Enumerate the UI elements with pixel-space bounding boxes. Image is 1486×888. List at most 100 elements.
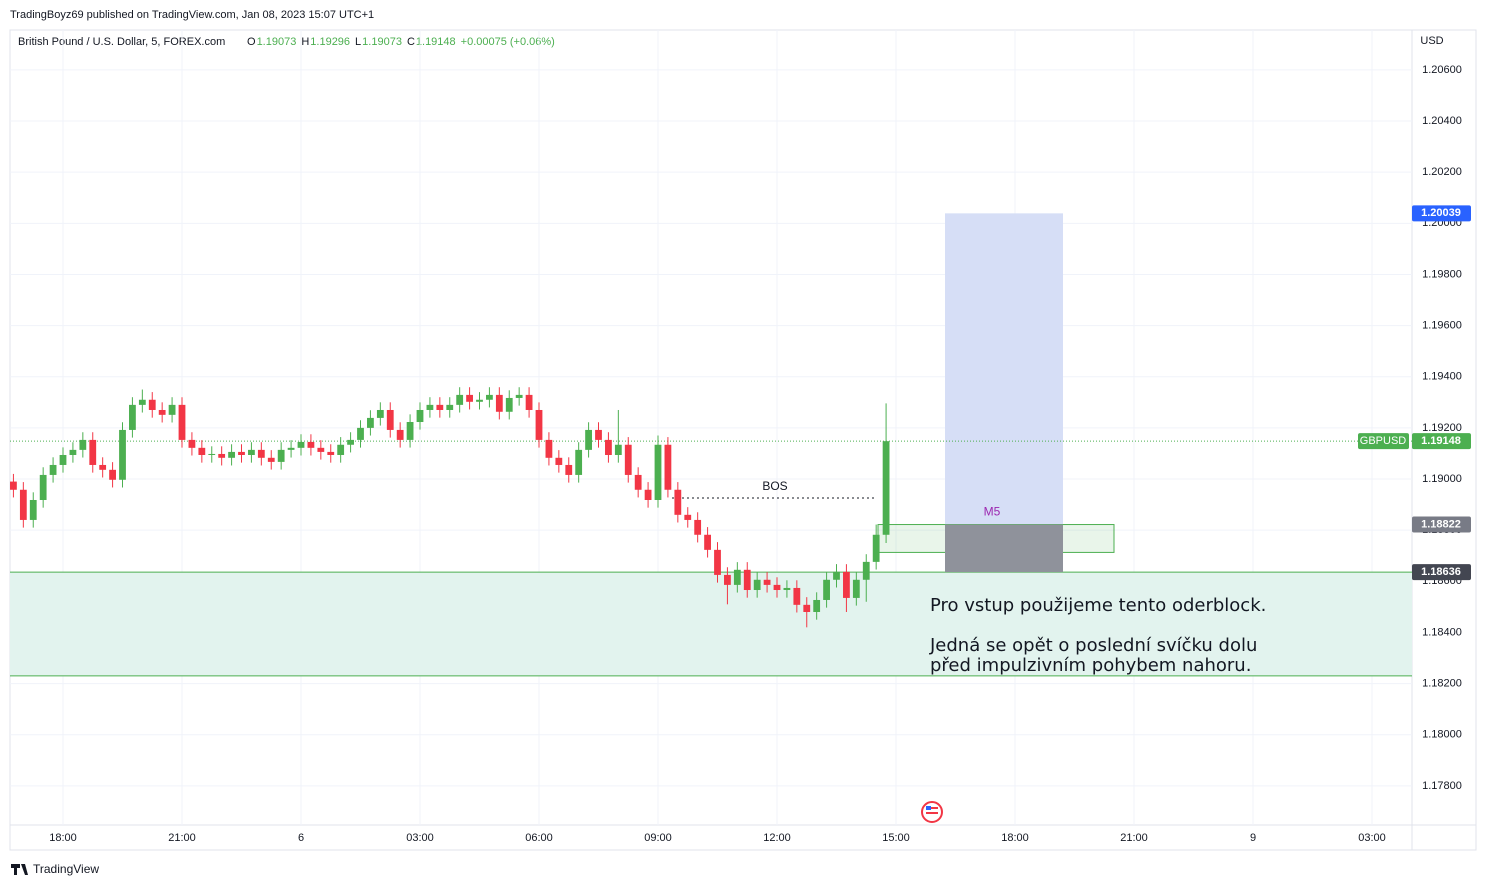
candle-body	[823, 579, 830, 600]
candle-body	[456, 394, 464, 405]
candle-body	[188, 439, 196, 448]
candle-body	[198, 447, 206, 455]
candle-body	[59, 454, 67, 465]
brand: TradingView	[33, 862, 99, 876]
symbol-label: GBPUSD	[1360, 435, 1407, 447]
candle-body	[545, 439, 553, 458]
ohlc-key: H	[301, 36, 309, 48]
ohlc-key: O	[247, 36, 256, 48]
candle-body	[644, 489, 652, 500]
candle-body	[535, 409, 543, 440]
chart-title: British Pound / U.S. Dollar, 5, FOREX.co…	[18, 36, 225, 48]
x-tick-label: 03:00	[406, 832, 434, 844]
candle-body	[367, 417, 374, 428]
entry-price-label-box	[1412, 516, 1471, 533]
candle-body	[833, 571, 840, 580]
candle-body	[585, 429, 592, 450]
y-tick-label: 1.20400	[1422, 115, 1462, 127]
candle-body	[248, 449, 255, 455]
candle-body	[505, 397, 513, 412]
brand-logo: TradingView	[11, 862, 99, 876]
candle-body	[119, 429, 126, 480]
candle-body	[852, 579, 860, 598]
flag-icon	[921, 801, 943, 823]
candle-body	[763, 579, 771, 585]
candle-body	[416, 409, 424, 423]
candle-body	[783, 587, 791, 591]
candle-body	[803, 604, 811, 612]
x-tick-label: 09:00	[644, 832, 672, 844]
candle-body	[813, 599, 821, 612]
candle-body	[694, 519, 702, 535]
candle-body	[595, 429, 602, 440]
grid	[10, 30, 1412, 825]
entry-price-label: 1.18822	[1421, 518, 1461, 530]
x-tick-label: 03:00	[1358, 832, 1386, 844]
candle-body	[575, 449, 583, 475]
candle-body	[466, 394, 473, 402]
y-tick-label: 1.18400	[1422, 626, 1462, 638]
candle-body	[495, 394, 503, 412]
candle-body	[862, 561, 870, 580]
candle-body	[129, 404, 136, 430]
demand-zone	[10, 572, 1412, 676]
y-tick-label: 1.19000	[1422, 473, 1462, 485]
y-tick-label: 1.20200	[1422, 166, 1462, 178]
candle-body	[743, 569, 751, 591]
candle-body	[19, 489, 27, 520]
candle-body	[327, 451, 335, 455]
y-tick-label: 1.20600	[1422, 64, 1462, 76]
last-price-label-box	[1412, 433, 1471, 450]
candle-body	[674, 489, 682, 515]
candle-body	[773, 584, 781, 591]
y-tick-label: 1.19600	[1422, 320, 1462, 332]
candle-body	[605, 439, 612, 455]
y-tick-label: 1.19400	[1422, 371, 1462, 383]
candle-body	[882, 441, 890, 535]
candle-body	[238, 451, 245, 455]
ohlc-value: 1.19073	[362, 36, 402, 48]
candle-body	[138, 399, 146, 405]
candle-body	[565, 464, 573, 475]
candles	[10, 387, 890, 628]
candle-body	[168, 404, 176, 415]
candle-body	[267, 457, 275, 462]
candle-body	[89, 439, 97, 465]
candle-body	[624, 444, 632, 475]
candle-body	[664, 444, 672, 490]
x-tick-label: 6	[298, 832, 304, 844]
target-area	[945, 213, 1063, 525]
x-tick-label: 12:00	[763, 832, 791, 844]
candle-body	[793, 587, 801, 605]
candle-body	[406, 422, 414, 440]
candle-body	[386, 409, 394, 430]
target-price-label-box	[1412, 205, 1471, 222]
candle-body	[396, 429, 404, 440]
candle-body	[555, 457, 563, 465]
ohlc-value: 1.19296	[310, 36, 350, 48]
candle-body	[337, 444, 345, 455]
candle-body	[307, 441, 315, 448]
candle-body	[297, 441, 305, 448]
candle-body	[486, 394, 493, 400]
x-tick-label: 21:00	[1120, 832, 1148, 844]
candle-body	[287, 447, 295, 450]
candle-body	[714, 549, 721, 575]
stop-price-label-box	[1412, 564, 1471, 581]
candle-body	[376, 409, 384, 418]
y-tick-label: 1.17800	[1422, 780, 1462, 792]
candle-body	[426, 404, 434, 410]
order-block-label: M5	[984, 505, 1001, 519]
candle-body	[634, 474, 642, 490]
y-tick-label: 1.18200	[1422, 677, 1462, 689]
candle-body	[436, 404, 444, 410]
frame	[9, 29, 1477, 851]
y-tick-label: 1.18000	[1422, 729, 1462, 741]
stop-price-label: 1.18636	[1421, 566, 1461, 578]
candle-body	[684, 514, 692, 520]
candle-body	[277, 449, 285, 462]
annotation: před impulzivním pohybem nahoru.	[930, 655, 1251, 676]
x-tick-label: 06:00	[525, 832, 553, 844]
candle-body	[654, 444, 662, 500]
